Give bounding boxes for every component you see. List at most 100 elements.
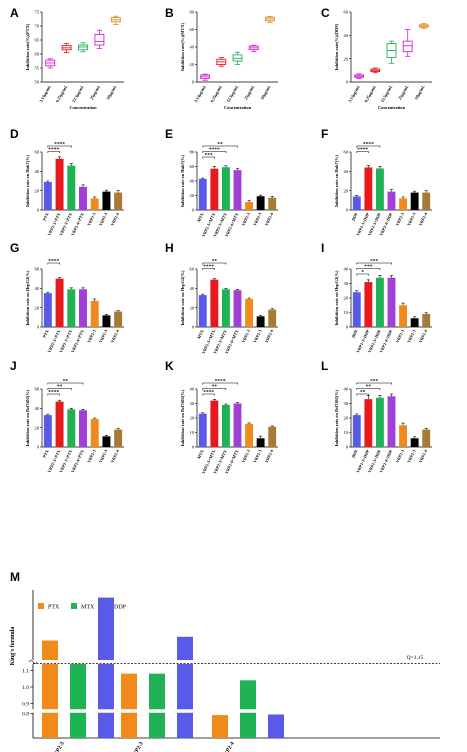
bar-group-7: VRP2-4 xyxy=(110,428,123,464)
bar-group-1: PTX xyxy=(42,291,52,339)
bar xyxy=(375,277,384,327)
bar-group-5: VRP2-3 xyxy=(86,196,99,227)
panel-letter-i: I xyxy=(321,241,324,255)
box-4: 25μg/mL xyxy=(89,29,105,100)
y-tick-label: 55 xyxy=(35,66,40,71)
y-tick-label: 0 xyxy=(37,325,40,330)
y-tick-label: 0.8 xyxy=(22,712,29,718)
bar-ptx-1 xyxy=(42,640,58,738)
y-tick-label: 40 xyxy=(35,169,40,174)
bar xyxy=(210,400,219,447)
x-tick-label: DDP xyxy=(351,448,359,458)
bar-group-6: VRP2-3 xyxy=(98,435,111,464)
x-tick-label: VRP2-4 xyxy=(110,448,121,464)
bar xyxy=(352,415,361,447)
x-tick-label: VRP2-3 xyxy=(86,212,97,227)
x-tick-label: 6.25μg/mL xyxy=(363,84,377,103)
axis-break-band-1 xyxy=(29,660,440,664)
x-tick-label: VRP2-3 xyxy=(394,212,405,227)
bar-ddp-3 xyxy=(268,714,284,738)
bar-mtx-1 xyxy=(70,661,86,738)
x-tick-label: 50μg/mL xyxy=(413,84,425,101)
y-tick-label: 30 xyxy=(344,281,349,286)
y-tick-label: 40 xyxy=(344,387,349,392)
x-tick-label: VRP2-3 xyxy=(130,741,145,752)
bracket-line xyxy=(47,145,72,148)
bar-group-1: DDP xyxy=(351,195,361,222)
bar-group-1: PTX xyxy=(42,413,52,459)
y-tick-label: 30 xyxy=(344,401,349,406)
x-tick-label: VRP2-3 xyxy=(98,329,109,344)
bar-ddp-2 xyxy=(177,636,193,738)
significance-label: **** xyxy=(48,258,59,264)
bar xyxy=(233,290,242,327)
bar xyxy=(387,396,396,447)
y-axis-title: Inhibition rate on HepG2(%) xyxy=(334,270,339,326)
bracket-line xyxy=(202,388,227,390)
bar-group-6: VRP2-3 xyxy=(252,435,265,464)
significance-label: **** xyxy=(203,264,214,270)
y-tick-label: 40 xyxy=(190,45,195,50)
y-axis-title: King's formula xyxy=(10,627,16,666)
bar xyxy=(375,397,384,447)
x-tick-label: VRP2-4 xyxy=(110,211,121,227)
bracket-line xyxy=(47,151,60,153)
x-tick-label: VRP2-4 xyxy=(418,328,429,344)
bar-group-6: VRP2-3 xyxy=(406,436,419,464)
y-tick-label: 60 xyxy=(344,10,349,15)
y-axis-title: Inhibition rate(%)(MTX) xyxy=(180,23,185,71)
y-tick-label: 70 xyxy=(35,24,40,29)
box-1: 3.13μg/mL xyxy=(347,73,365,103)
y-axis-title: Inhibition rate on HepG2(%) xyxy=(25,270,30,326)
bar xyxy=(422,192,431,210)
bar-group-1: MTX xyxy=(196,293,207,340)
bracket-line xyxy=(47,393,60,396)
y-tick-label: 0 xyxy=(346,80,349,85)
bar xyxy=(55,401,64,447)
panel-letter-e: E xyxy=(165,127,173,141)
bar-group-7: VRP2-4 xyxy=(418,312,431,344)
y-axis-title: Inhibition rate on Bel7402(%) xyxy=(334,389,339,446)
bracket-line xyxy=(202,382,238,385)
significance-bracket-1: **** xyxy=(202,264,215,270)
x-axis-title: Concentration xyxy=(69,105,97,110)
box-4: 25μg/mL xyxy=(397,29,413,101)
panel-letter-b: B xyxy=(165,6,174,20)
bar xyxy=(55,278,64,327)
significance-label: **** xyxy=(363,141,374,147)
panel-a: 50 55 60 65 70 75 Inhibition rate(%)(PTX) 3.13μ… xyxy=(25,10,124,110)
box-2: 6.25μg/mL xyxy=(55,42,72,103)
y-tick-label: 1.0 xyxy=(22,685,29,691)
y-axis-title: Inhibition rate on HepG2(%) xyxy=(180,270,185,326)
bar xyxy=(268,309,277,327)
panel-c: 0 20 40 60 Inhibition rate(%)(DDP) 3.13μg/mL 6… xyxy=(334,10,432,110)
significance-bracket-2: *** xyxy=(356,264,381,270)
y-tick-label: 40 xyxy=(344,33,349,38)
y-tick-label: 60 xyxy=(35,267,40,272)
bar-group-1: PTX xyxy=(42,180,52,222)
x-tick-label: VRP2-3 xyxy=(252,449,263,464)
x-tick-label: VRP2-3 xyxy=(406,212,417,227)
bar-group-5: VRP2-3 xyxy=(86,417,99,464)
y-tick-label: 0 xyxy=(192,325,195,330)
panel-letter-k: K xyxy=(165,359,174,373)
x-tick-label: DDP xyxy=(351,211,359,221)
significance-bracket-1: **** xyxy=(47,258,60,265)
bar-group-6: VRP2-3 xyxy=(406,190,419,227)
bracket-line xyxy=(202,151,227,153)
bar-group-7: VRP2-4 xyxy=(110,310,123,344)
bar xyxy=(422,313,431,327)
legend-item-mtx: MTX xyxy=(71,603,95,611)
bar xyxy=(410,192,419,210)
bar xyxy=(102,436,111,447)
panel-letter-h: H xyxy=(165,241,174,255)
panel-d: 0 20 40 60 Inhibition rate on Huh7(%) PTX VRP2… xyxy=(25,141,124,237)
x-tick-label: VRP2-3 xyxy=(406,329,417,344)
significance-label: * xyxy=(361,269,364,275)
bar xyxy=(210,279,219,327)
legend-item-ddp: DDP xyxy=(104,603,127,611)
significance-label: **** xyxy=(54,141,65,147)
significance-bracket-2: **** xyxy=(47,141,72,148)
x-tick-label: 25μg/mL xyxy=(397,84,409,101)
y-tick-label: 40 xyxy=(344,169,349,174)
